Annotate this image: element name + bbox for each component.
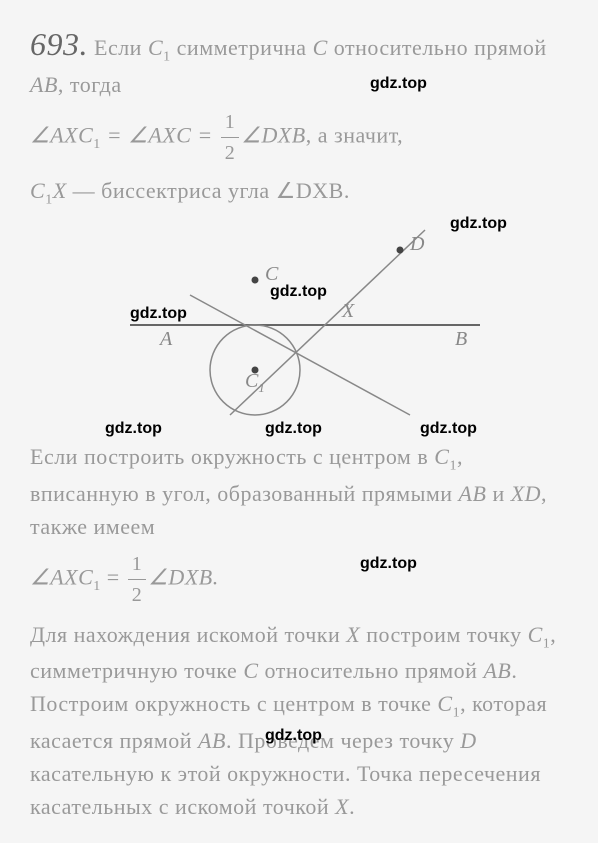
- label-d: D: [409, 233, 425, 255]
- text: .: [349, 794, 355, 819]
- label-b: B: [455, 328, 467, 350]
- point-d: [397, 247, 404, 254]
- equation-1: ∠AXC1 = ∠AXC = 12∠DXB, а значит,: [30, 107, 568, 168]
- paragraph-2: Если построить окружность с центром в C1…: [30, 440, 568, 542]
- label-a: A: [158, 328, 173, 350]
- var: XD: [511, 481, 541, 506]
- angle: ∠DXB: [241, 123, 306, 148]
- text: построим точку: [360, 622, 527, 647]
- var: X: [346, 622, 360, 647]
- numerator: 1: [128, 549, 147, 580]
- text: Для нахождения искомой точки: [30, 622, 346, 647]
- label-x: X: [341, 300, 355, 322]
- point-c: [252, 277, 259, 284]
- eq: = ∠AXC =: [101, 123, 219, 148]
- line-3: C1X — биссектриса угла ∠DXB.: [30, 174, 568, 210]
- var: C: [437, 691, 452, 716]
- var: AB: [459, 481, 487, 506]
- var: C: [434, 444, 449, 469]
- var: C: [30, 178, 45, 203]
- fraction: 12: [128, 549, 147, 610]
- text: Если: [94, 35, 148, 60]
- eq: =: [101, 564, 126, 589]
- var: C: [243, 658, 258, 683]
- label-c1: C1: [245, 370, 265, 395]
- line-cx: [190, 295, 410, 415]
- watermark: gdz.top: [105, 420, 162, 438]
- geometry-diagram: A B C D X C1: [30, 225, 568, 425]
- text: — биссектриса угла ∠DXB.: [67, 178, 350, 203]
- watermark: gdz.top: [450, 215, 507, 233]
- diagram-svg: A B C D X C1: [30, 225, 570, 425]
- angle: ∠DXB.: [148, 564, 219, 589]
- text: Если построить окружность с центром в: [30, 444, 434, 469]
- fraction: 12: [221, 107, 240, 168]
- text: и: [486, 481, 510, 506]
- watermark: gdz.top: [420, 420, 477, 438]
- text: относительно прямой: [328, 35, 547, 60]
- numerator: 1: [221, 107, 240, 138]
- var: D: [460, 728, 476, 753]
- watermark: gdz.top: [370, 75, 427, 93]
- sub: 1: [449, 459, 457, 474]
- watermark: gdz.top: [360, 555, 417, 573]
- equation-2: ∠AXC1 = 12∠DXB.: [30, 549, 568, 610]
- var: X: [53, 178, 67, 203]
- var-c1: C: [148, 35, 163, 60]
- paragraph-1: 693. Если C1 симметрична C относительно …: [30, 20, 568, 101]
- text: , тогда: [58, 72, 122, 97]
- sub: 1: [93, 579, 101, 594]
- watermark: gdz.top: [265, 727, 322, 745]
- var-ab: AB: [30, 72, 58, 97]
- angle: ∠AXC: [30, 123, 93, 148]
- text: . Проведем через точку: [226, 728, 460, 753]
- denominator: 2: [221, 138, 240, 168]
- denominator: 2: [128, 580, 147, 610]
- var: X: [335, 794, 349, 819]
- text: относительно прямой: [259, 658, 484, 683]
- sub: 1: [93, 137, 101, 152]
- text: симметрична: [171, 35, 313, 60]
- watermark: gdz.top: [265, 420, 322, 438]
- problem-number: 693.: [30, 26, 88, 62]
- var-c: C: [313, 35, 328, 60]
- sub: 1: [45, 192, 53, 207]
- text: касательную к этой окружности. Точка пер…: [30, 761, 541, 819]
- text: , а значит,: [306, 123, 403, 148]
- var: C: [528, 622, 543, 647]
- var: AB: [198, 728, 226, 753]
- var: AB: [483, 658, 511, 683]
- paragraph-3: Для нахождения искомой точки X построим …: [30, 618, 568, 823]
- watermark: gdz.top: [270, 283, 327, 301]
- watermark: gdz.top: [130, 305, 187, 323]
- sub: 1: [163, 49, 171, 64]
- sub: 1: [453, 706, 461, 721]
- angle: ∠AXC: [30, 564, 93, 589]
